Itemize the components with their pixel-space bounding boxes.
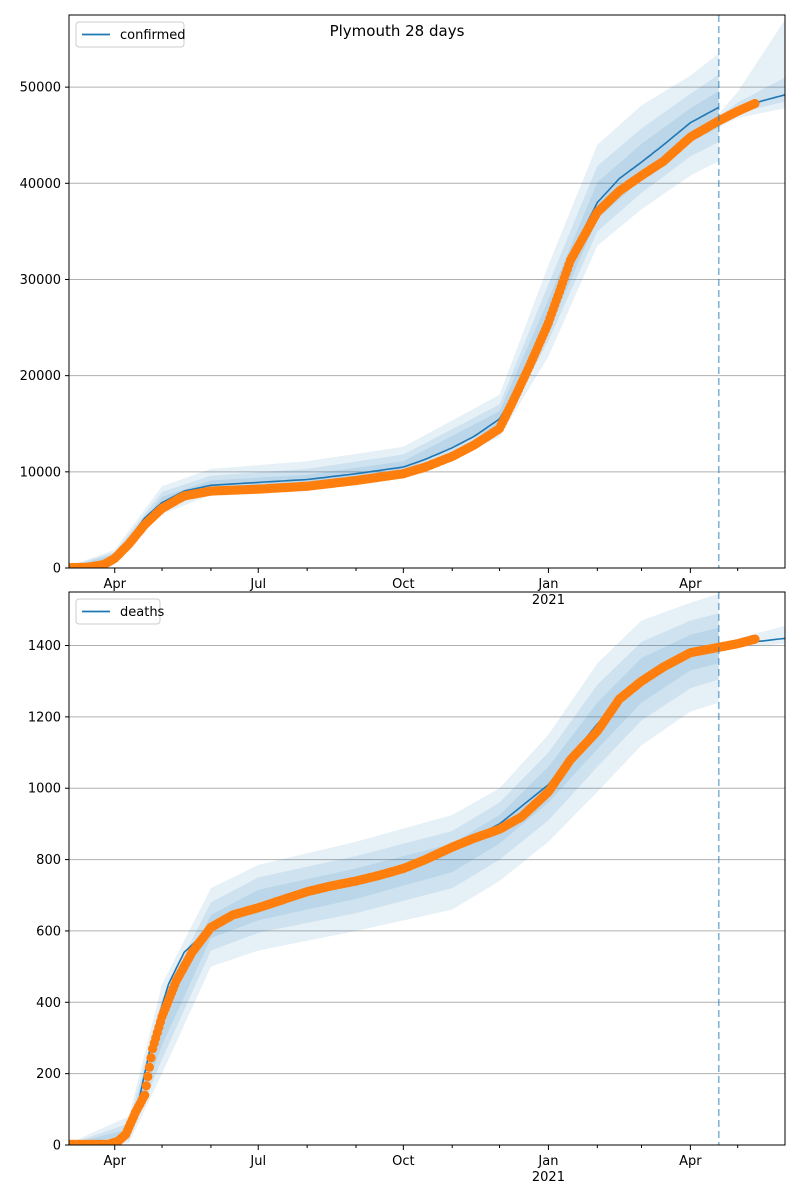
confidence-band <box>69 91 719 568</box>
axes-frame <box>68 14 786 569</box>
plot-area <box>69 593 785 1145</box>
x-tick-label: Jan <box>537 1154 558 1169</box>
legend: confirmed <box>75 21 186 48</box>
y-tick-label: 1400 <box>28 639 61 654</box>
y-tick-label: 600 <box>36 924 61 939</box>
y-tick-label: 30000 <box>20 273 61 288</box>
plot-area <box>69 19 785 568</box>
x-tick-label: Apr <box>679 577 702 592</box>
x-tick-label: Jan <box>537 577 558 592</box>
x-tick-label: Apr <box>103 577 126 592</box>
observed-point <box>143 1071 153 1082</box>
observed-point <box>750 98 760 109</box>
y-tick-label: 40000 <box>20 177 61 192</box>
observed-point <box>146 1053 156 1063</box>
x-tick-sublabel: 2021 <box>532 593 565 608</box>
x-tick-label: Apr <box>679 1154 702 1169</box>
y-tick-label: 400 <box>36 996 61 1011</box>
model-line <box>69 106 720 568</box>
observed-point <box>750 634 760 644</box>
observed-point <box>141 1081 151 1091</box>
y-tick-label: 50000 <box>20 81 61 96</box>
figure-title: Plymouth 28 days <box>330 22 465 40</box>
confidence-band <box>69 627 719 1145</box>
legend-label: confirmed <box>120 28 186 43</box>
confidence-band <box>69 74 719 568</box>
y-tick-label: 1000 <box>28 782 61 797</box>
confirmed-panel: 0 10000 20000 30000 40000 50000 Apr Jul Oct Jan20… <box>20 14 786 608</box>
x-tick-label: Oct <box>392 577 414 592</box>
x-tick-sublabel: 2021 <box>532 1170 565 1185</box>
legend: deaths <box>75 598 165 625</box>
x-tick-label: Jul <box>249 1154 266 1169</box>
y-tick-label: 200 <box>36 1067 61 1082</box>
confidence-band <box>69 613 719 1145</box>
y-tick-label: 20000 <box>20 369 61 384</box>
x-tick-label: Apr <box>103 1154 126 1169</box>
confidence-band <box>718 19 785 128</box>
y-tick-label: 1200 <box>28 710 61 725</box>
observed-point <box>144 1062 154 1072</box>
confidence-band <box>69 53 719 568</box>
x-tick-label: Jul <box>249 577 266 592</box>
observed-series <box>69 98 760 568</box>
x-tick-label: Oct <box>392 1154 414 1169</box>
y-tick-label: 0 <box>53 562 61 577</box>
observed-point <box>140 1090 150 1100</box>
axes-frame <box>68 591 786 1146</box>
y-tick-label: 0 <box>53 1139 61 1154</box>
y-tick-label: 10000 <box>20 465 61 480</box>
y-tick-label: 800 <box>36 853 61 868</box>
legend-label: deaths <box>120 605 165 620</box>
